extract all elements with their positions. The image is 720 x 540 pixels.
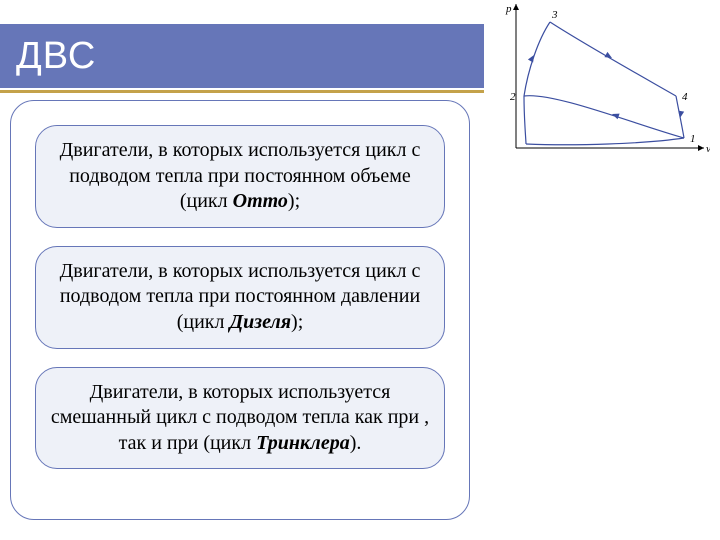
bubble-text: Двигатели, в которых используется смешан… (51, 381, 429, 454)
bubble-em: Дизеля (230, 311, 292, 333)
bubble-em: Тринклера (256, 432, 350, 454)
bubble-em: Отто (233, 190, 288, 212)
svg-text:p: p (505, 3, 512, 15)
header-underline (0, 90, 484, 93)
svg-text:1: 1 (690, 133, 696, 145)
svg-text:4: 4 (682, 91, 688, 103)
bubble-trinkler: Двигатели, в которых используется смешан… (35, 367, 445, 470)
content-panel: Двигатели, в которых используется цикл с… (10, 100, 470, 520)
pv-diagram: v p 1 2 3 4 (494, 0, 710, 160)
header-band: ДВС (0, 24, 484, 88)
bubble-tail: ). (350, 432, 362, 454)
svg-text:v: v (706, 143, 710, 155)
bubble-tail: ); (291, 311, 303, 333)
pv-diagram-svg: v p 1 2 3 4 (494, 0, 710, 160)
svg-text:2: 2 (510, 91, 516, 103)
svg-text:3: 3 (551, 9, 558, 21)
bubble-tail: ); (288, 190, 300, 212)
page-title: ДВС (16, 35, 96, 78)
bubble-diesel: Двигатели, в которых используется цикл с… (35, 246, 445, 349)
bubble-otto: Двигатели, в которых используется цикл с… (35, 125, 445, 228)
